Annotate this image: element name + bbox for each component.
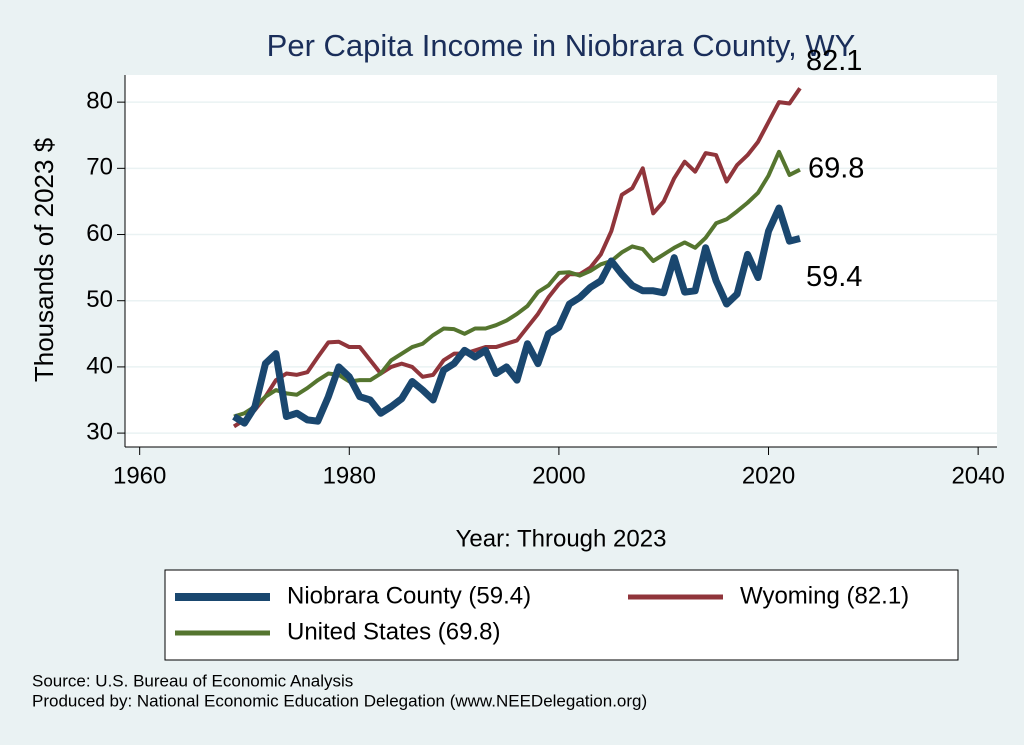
- legend-label: United States (69.8): [287, 618, 500, 645]
- x-tick-label: 2000: [532, 462, 585, 489]
- legend: [164, 569, 959, 661]
- legend-label: Wyoming (82.1): [740, 582, 909, 609]
- y-tick-label: 40: [86, 352, 113, 379]
- x-tick-label: 1980: [323, 462, 376, 489]
- end-label: 82.1: [806, 45, 862, 77]
- x-tick-label: 2040: [951, 462, 1004, 489]
- y-tick-label: 30: [86, 418, 113, 445]
- chart-title: Per Capita Income in Niobrara County, WY: [267, 28, 856, 63]
- series-line: [233, 149, 801, 419]
- end-label: 59.4: [806, 261, 862, 293]
- legend-label: Niobrara County (59.4): [287, 582, 531, 609]
- y-tick-label: 70: [86, 154, 113, 181]
- x-tick-label: 2020: [742, 462, 795, 489]
- y-tick-label: 50: [86, 286, 113, 313]
- source-note: Source: U.S. Bureau of Economic Analysis: [32, 671, 353, 690]
- end-label: 69.8: [808, 152, 864, 184]
- plot-area: [125, 75, 997, 447]
- y-tick-label: 80: [86, 87, 113, 114]
- y-tick-label: 60: [86, 220, 113, 247]
- series-line: [232, 204, 801, 427]
- y-axis-title: Thousands of 2023 $: [29, 137, 59, 382]
- series-line: [232, 87, 802, 429]
- x-axis-title: Year: Through 2023: [456, 525, 667, 552]
- producer-note: Produced by: National Economic Education…: [32, 691, 647, 710]
- x-tick-label: 1960: [113, 462, 166, 489]
